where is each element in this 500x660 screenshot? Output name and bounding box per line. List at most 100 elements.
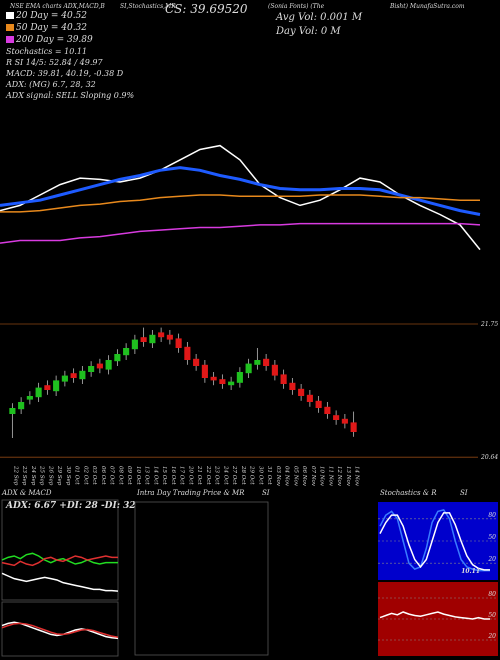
panel-title: Stochastics & R: [380, 489, 437, 497]
x-tick-label: 13 Oct: [144, 466, 150, 485]
y-tick-label: 20: [487, 556, 496, 563]
x-tick-label: 10 Nov: [319, 466, 325, 487]
x-tick-label: 24 Oct: [222, 465, 228, 485]
x-tick-label: 07 Nov: [310, 466, 316, 487]
x-tick-label: 14 Nov: [354, 466, 360, 487]
candle-body: [53, 380, 60, 392]
candle-body: [61, 375, 68, 382]
x-tick-label: 07 Oct: [109, 466, 115, 485]
series-line: [1, 552, 118, 565]
candle-body: [123, 348, 130, 356]
x-tick-label: 06 Oct: [100, 466, 106, 485]
candle-body: [315, 400, 322, 408]
x-tick-label: 03 Oct: [91, 466, 97, 485]
header-text: 200 Day = 39.89: [15, 35, 93, 45]
y-tick-label: 20.64: [480, 454, 498, 461]
x-tick-label: 23 Oct: [214, 465, 220, 485]
header-text: CS: 39.69520: [165, 2, 248, 16]
x-tick-label: 04 Nov: [284, 466, 290, 487]
candle-body: [193, 358, 200, 366]
y-tick-label: 50: [488, 612, 496, 619]
series-line: [1, 622, 119, 638]
x-tick-label: 12 Nov: [336, 466, 342, 487]
candle-body: [114, 354, 121, 362]
y-tick-label: 80: [488, 591, 496, 598]
candle-body: [149, 334, 156, 344]
x-tick-label: 26 Sep: [47, 465, 53, 486]
y-tick-label: 20: [487, 633, 496, 640]
series-line: [379, 611, 490, 620]
candle-body: [184, 346, 191, 360]
panel-title: SI: [460, 489, 468, 497]
x-tick-label: 21 Oct: [196, 465, 202, 485]
candle-body: [44, 385, 51, 390]
y-tick-label: 80: [488, 512, 496, 519]
series-line: [0, 222, 481, 244]
candle-body: [280, 374, 287, 384]
header-text: SI,Stochastics,MR: [120, 3, 176, 10]
panel-title: Intra Day Trading Price & MR: [136, 489, 245, 497]
candle-body: [96, 363, 103, 369]
x-tick-label: 03 Nov: [275, 466, 281, 487]
x-tick-label: 11 Nov: [327, 466, 333, 487]
x-tick-label: 01 Oct: [74, 466, 80, 485]
candle-body: [306, 394, 313, 402]
x-tick-label: 06 Nov: [301, 466, 307, 487]
candle-body: [210, 376, 217, 381]
header-text: 50 Day = 40.32: [16, 23, 87, 33]
candle-body: [79, 370, 86, 380]
x-tick-label: 29 Oct: [249, 465, 255, 485]
candle-body: [228, 381, 235, 386]
series-line: [379, 509, 490, 572]
candle-body: [254, 360, 261, 365]
header-text: MACD: 39.81, 40.19, -0.38 D: [5, 69, 124, 78]
header-text: NSE EMA charts ADX,MACD,B: [9, 3, 105, 10]
x-tick-label: 13 Nov: [345, 466, 351, 487]
candle-body: [219, 379, 226, 384]
x-tick-label: 28 Oct: [240, 465, 246, 485]
header-text: ADX: (MG) 6.7, 28, 32: [5, 80, 96, 89]
x-tick-label: 27 Oct: [231, 465, 237, 485]
candle-body: [236, 372, 243, 383]
x-tick-label: 05 Nov: [292, 466, 298, 487]
legend-swatch: [6, 36, 14, 43]
candle-body: [26, 396, 33, 400]
candle-body: [131, 339, 138, 350]
series-line: [0, 194, 480, 213]
x-tick-label: 02 Oct: [82, 466, 88, 485]
x-tick-label: 31 Oct: [266, 466, 272, 485]
candle-body: [201, 364, 208, 378]
header-text: 20 Day = 40.52: [15, 11, 87, 21]
x-tick-label: 24 Sep: [30, 465, 36, 486]
series-line: [1, 555, 118, 567]
annotation: ADX: 6.67 +DI: 28 -DI: 32: [5, 501, 136, 511]
header-text: Day Vol: 0 M: [275, 26, 341, 37]
candle-body: [105, 360, 112, 370]
x-tick-label: 25 Sep: [39, 465, 45, 486]
y-tick-label: 21.75: [480, 321, 498, 328]
x-tick-label: 30 Sep: [65, 466, 71, 486]
series-line: [379, 512, 490, 571]
series-line: [0, 166, 481, 216]
x-tick-label: 10 Oct: [135, 466, 141, 485]
header-text: Stochastics = 10.11: [6, 47, 87, 56]
candle-body: [9, 408, 16, 414]
x-tick-label: 16 Oct: [170, 466, 176, 485]
x-tick-label: 08 Oct: [117, 466, 123, 485]
candle-body: [298, 388, 305, 396]
x-tick-label: 14 Oct: [152, 466, 158, 485]
candle-body: [350, 422, 357, 432]
candle-body: [18, 402, 25, 410]
panel-subtitle: SI: [262, 489, 270, 497]
x-tick-label: 30 Oct: [257, 466, 263, 485]
candle-body: [70, 373, 77, 378]
candle-body: [271, 364, 278, 376]
header-text: Avg Vol: 0.001 M: [275, 12, 363, 23]
x-tick-label: 17 Oct: [179, 466, 185, 485]
candle-body: [88, 366, 95, 372]
y-tick-label: 50: [488, 534, 496, 541]
candle-body: [140, 337, 147, 342]
candle-body: [166, 334, 173, 340]
panel-title: ADX & MACD: [1, 489, 52, 497]
